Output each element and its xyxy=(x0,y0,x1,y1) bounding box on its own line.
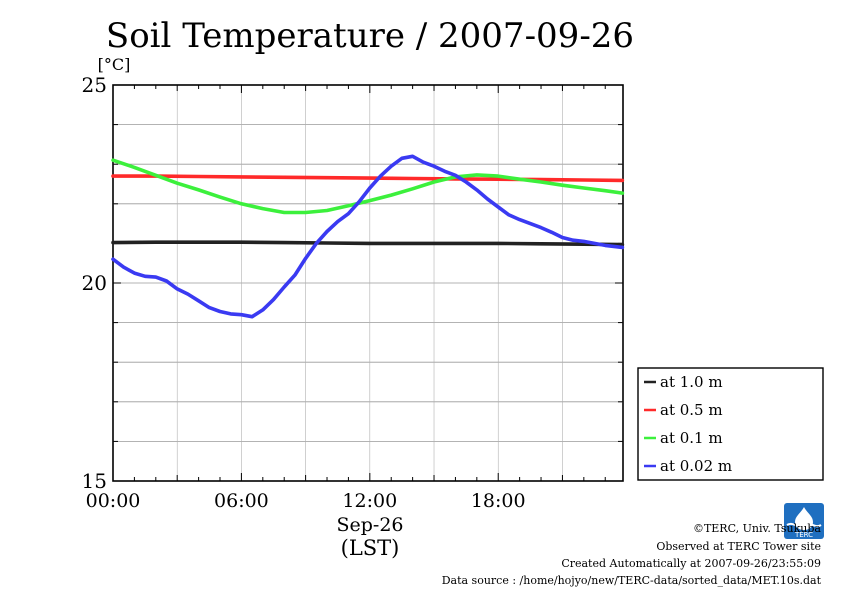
legend-label: at 1.0 m xyxy=(660,373,723,391)
y-axis-label: [°C] xyxy=(98,55,131,74)
terc-logo: TERC xyxy=(784,503,824,539)
logo-text: TERC xyxy=(794,531,813,539)
series-line-3 xyxy=(111,154,625,319)
observed-text: Observed at TERC Tower site xyxy=(656,540,821,553)
wave-icon xyxy=(786,522,822,528)
x-tick-label: 00:00 xyxy=(86,490,141,512)
x-tick-label: 06:00 xyxy=(214,490,269,512)
chart-title: Soil Temperature / 2007-09-26 xyxy=(106,16,634,56)
legend: at 1.0 m at 0.5 m at 0.1 m at 0.02 m xyxy=(637,367,824,481)
x-tick-label: 18:00 xyxy=(471,490,526,512)
x-tick-label: 12:00 xyxy=(342,490,397,512)
x-axis-label-unit: (LST) xyxy=(341,536,400,560)
series-layer xyxy=(111,154,625,319)
created-text: Created Automatically at 2007-09-26/23:5… xyxy=(561,557,821,570)
legend-label: at 0.5 m xyxy=(660,401,723,419)
legend-label: at 0.1 m xyxy=(660,429,723,447)
legend-label: at 0.02 m xyxy=(660,457,732,475)
data-source-text: Data source : /home/hojyo/new/TERC-data/… xyxy=(442,574,822,587)
y-tick-label: 25 xyxy=(82,73,107,97)
series-line-1 xyxy=(111,174,625,183)
y-tick-label: 20 xyxy=(82,271,107,295)
copyright-text: ©TERC, Univ. Tsukuba xyxy=(693,522,821,535)
x-axis-label-date: Sep-26 xyxy=(336,514,403,536)
y-tick-label: 15 xyxy=(82,469,107,493)
series-line-0 xyxy=(111,240,625,247)
tick-layer: 15 20 25 00:00 06:00 12:00 18:00 xyxy=(82,73,623,512)
legend-box xyxy=(637,367,824,481)
series-line-2 xyxy=(111,158,625,215)
